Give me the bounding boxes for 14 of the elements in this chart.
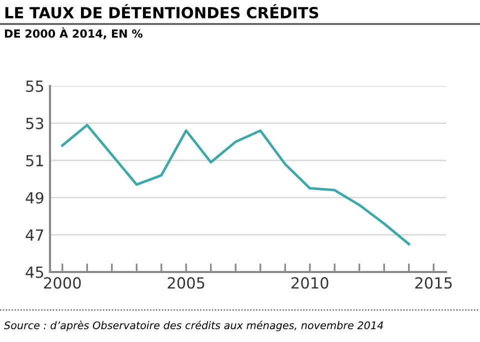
y-tick-label: 53 xyxy=(26,118,44,130)
chart-title: LE TAUX DE DÉTENTIONDES CRÉDITS xyxy=(5,4,318,18)
source-note: Source : d’après Observatoire des crédits aux ménages, novembre 2014 xyxy=(4,320,383,332)
y-tick-label: 47 xyxy=(26,229,44,241)
x-tick-label: 2015 xyxy=(415,277,452,289)
chart-subtitle: DE 2000 À 2014, EN % xyxy=(5,27,142,40)
y-tick-label: 55 xyxy=(26,80,44,92)
x-tick-label: 2010 xyxy=(292,277,328,289)
x-tick-label: 2000 xyxy=(44,277,81,289)
y-tick-label: 45 xyxy=(26,266,44,278)
line-series xyxy=(61,124,410,246)
y-tick-label: 49 xyxy=(26,192,44,204)
y-tick-label: 51 xyxy=(26,155,44,166)
x-tick-label: 2005 xyxy=(168,277,204,289)
